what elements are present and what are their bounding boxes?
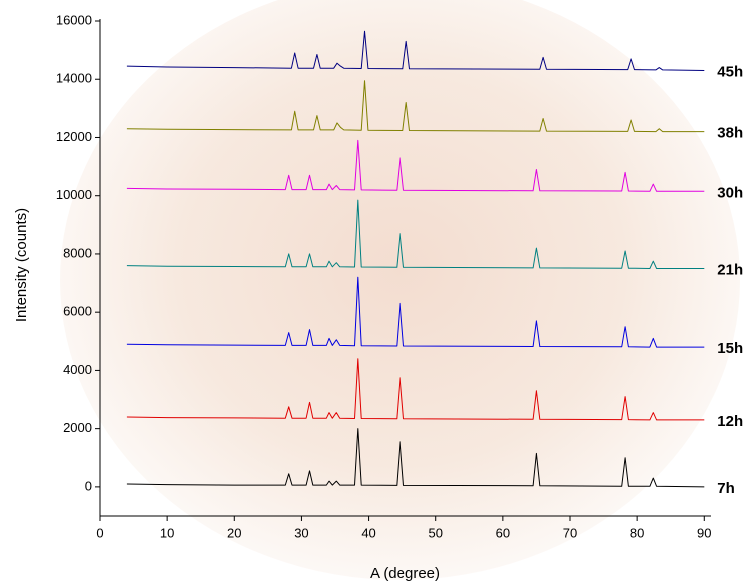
series-label: 21h — [717, 261, 743, 278]
y-tick-label: 0 — [85, 478, 92, 493]
data-line — [126, 30, 705, 71]
x-tick-label: 60 — [496, 525, 510, 540]
y-tick-label: 12000 — [56, 129, 92, 144]
x-tick-label: 70 — [563, 525, 577, 540]
watermark — [60, 0, 740, 580]
series-label: 12h — [717, 413, 743, 430]
y-axis-title: Intensity (counts) — [13, 208, 30, 322]
x-tick-label: 40 — [361, 525, 375, 540]
y-tick-label: 4000 — [63, 362, 92, 377]
data-line — [126, 80, 705, 133]
y-tick-label: 14000 — [56, 71, 92, 86]
x-tick-label: 50 — [428, 525, 442, 540]
x-tick-label: 10 — [160, 525, 174, 540]
series-label: 30h — [717, 184, 743, 201]
data-line — [126, 358, 705, 421]
y-tick-label: 6000 — [63, 304, 92, 319]
data-line — [126, 276, 705, 348]
series-label: 7h — [717, 480, 735, 497]
x-tick-label: 80 — [630, 525, 644, 540]
data-line — [126, 199, 705, 269]
y-tick-label: 16000 — [56, 12, 92, 27]
x-tick-label: 30 — [294, 525, 308, 540]
y-tick-label: 8000 — [63, 245, 92, 260]
x-tick-label: 0 — [96, 525, 103, 540]
series-label: 38h — [717, 125, 743, 142]
data-line — [126, 428, 705, 488]
y-tick-label: 10000 — [56, 187, 92, 202]
series-label: 15h — [717, 340, 743, 357]
data-line — [126, 139, 705, 192]
x-tick-label: 90 — [697, 525, 711, 540]
x-tick-label: 20 — [227, 525, 241, 540]
series-label: 45h — [717, 63, 743, 80]
x-axis-title: A (degree) — [370, 565, 440, 582]
y-tick-label: 2000 — [63, 420, 92, 435]
